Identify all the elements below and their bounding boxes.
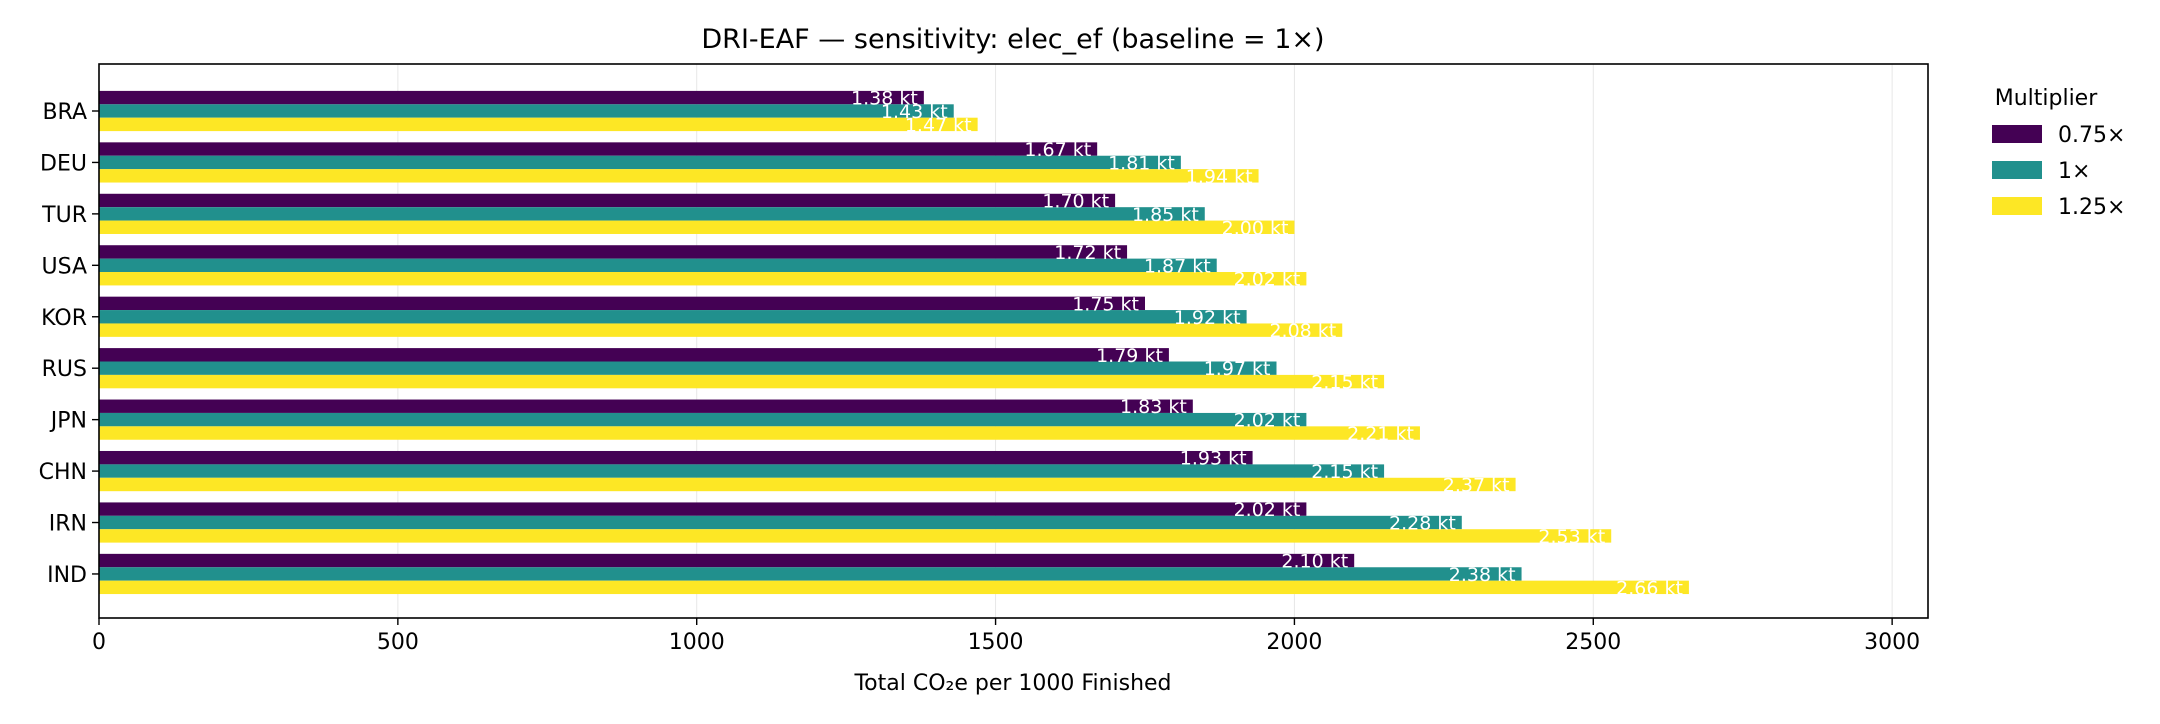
bar bbox=[99, 104, 954, 118]
y-tick-label: USA bbox=[41, 254, 87, 279]
bar-value-label: 1.94 kt bbox=[1186, 166, 1253, 188]
x-tick-label: 1000 bbox=[669, 630, 725, 655]
chart-title: DRI-EAF — sensitivity: elec_ef (baseline… bbox=[701, 24, 1324, 55]
x-axis-label: Total CO₂e per 1000 Finished bbox=[853, 671, 1171, 696]
bar bbox=[99, 567, 1522, 581]
bar-value-label: 2.10 kt bbox=[1281, 551, 1348, 573]
bar-value-label: 1.85 kt bbox=[1132, 204, 1199, 226]
bar-value-label: 1.75 kt bbox=[1072, 293, 1139, 315]
bar-value-label: 2.21 kt bbox=[1347, 423, 1414, 445]
bar bbox=[99, 477, 1516, 492]
bar-value-label: 2.28 kt bbox=[1389, 513, 1456, 535]
bar-value-label: 2.08 kt bbox=[1269, 320, 1336, 342]
bar-value-label: 1.70 kt bbox=[1042, 190, 1109, 212]
bar bbox=[99, 310, 1247, 324]
x-axis: 0 500 1000 1500 2000 2500 3000 bbox=[92, 618, 1920, 655]
bars bbox=[99, 90, 1689, 595]
bar-value-label: 1.92 kt bbox=[1174, 307, 1241, 329]
plot-frame bbox=[98, 63, 1929, 619]
bar bbox=[99, 207, 1205, 221]
x-tick-label: 2500 bbox=[1565, 630, 1621, 655]
y-tick-label: CHN bbox=[39, 460, 87, 485]
y-tick-label: IRN bbox=[49, 512, 87, 537]
legend-swatch bbox=[1992, 125, 2042, 143]
data-labels: 1.38 kt1.43 kt1.47 kt 1.67 kt 1.81 kt 1.94 … bbox=[851, 88, 1683, 600]
bar bbox=[99, 348, 1169, 362]
y-tick-label: JPN bbox=[49, 409, 87, 434]
bar-value-label: 1.43 kt bbox=[881, 101, 948, 123]
bar-value-label: 1.72 kt bbox=[1054, 242, 1121, 264]
legend-swatch bbox=[1992, 197, 2042, 215]
bar bbox=[99, 220, 1295, 234]
y-tick-label: KOR bbox=[41, 306, 87, 331]
y-tick-label: DEU bbox=[40, 151, 87, 176]
bar bbox=[99, 90, 924, 105]
bar-value-label: 2.02 kt bbox=[1234, 410, 1301, 432]
bar bbox=[99, 272, 1307, 286]
bar-value-label: 2.15 kt bbox=[1311, 372, 1378, 394]
bar bbox=[99, 580, 1689, 595]
bar bbox=[99, 169, 1259, 183]
bar bbox=[99, 296, 1145, 311]
y-tick-label: BRA bbox=[42, 100, 87, 125]
legend-title: Multiplier bbox=[1995, 86, 2099, 111]
bar-value-label: 2.53 kt bbox=[1538, 526, 1605, 548]
bar bbox=[99, 553, 1355, 568]
bar bbox=[99, 117, 978, 132]
bar-value-label: 2.00 kt bbox=[1222, 217, 1289, 239]
bar bbox=[99, 142, 1098, 156]
bar-value-label: 1.67 kt bbox=[1024, 139, 1091, 161]
bar-value-label: 1.87 kt bbox=[1144, 255, 1211, 277]
bar-value-label: 2.66 kt bbox=[1616, 577, 1683, 599]
bar bbox=[99, 155, 1181, 170]
x-tick-label: 0 bbox=[92, 630, 106, 655]
bar bbox=[99, 193, 1116, 208]
bar bbox=[99, 426, 1420, 440]
y-tick-label: RUS bbox=[42, 357, 87, 382]
bar bbox=[99, 515, 1462, 530]
legend-label: 0.75× bbox=[2058, 123, 2125, 148]
bar-value-label: 1.93 kt bbox=[1180, 448, 1247, 470]
bar bbox=[99, 529, 1612, 543]
bar bbox=[99, 361, 1277, 375]
bar bbox=[99, 502, 1307, 516]
bar bbox=[99, 323, 1343, 337]
bar-value-label: 1.79 kt bbox=[1096, 345, 1163, 367]
bar-value-label: 2.38 kt bbox=[1449, 564, 1516, 586]
legend-label: 1.25× bbox=[2058, 195, 2125, 220]
bar-value-label: 2.15 kt bbox=[1311, 461, 1378, 483]
x-tick-label: 3000 bbox=[1864, 630, 1920, 655]
bar bbox=[99, 374, 1385, 389]
legend-label: 1× bbox=[2058, 159, 2090, 184]
bar bbox=[99, 464, 1385, 478]
bar-value-label: 1.47 kt bbox=[905, 114, 972, 136]
legend: Multiplier 0.75× 1× 1.25× bbox=[1992, 86, 2125, 220]
bar-value-label: 2.37 kt bbox=[1443, 474, 1510, 496]
legend-swatch bbox=[1992, 161, 2042, 179]
bar bbox=[99, 399, 1193, 413]
y-tick-label: TUR bbox=[41, 203, 87, 228]
y-tick-label: IND bbox=[47, 563, 87, 588]
bar-value-label: 1.81 kt bbox=[1108, 152, 1175, 174]
y-axis: BRA DEU TUR USA KOR RUS JPN CHN IRN IND bbox=[39, 100, 99, 588]
bar bbox=[99, 245, 1128, 259]
bar-value-label: 2.02 kt bbox=[1234, 499, 1301, 521]
x-tick-label: 1500 bbox=[968, 630, 1024, 655]
bar-value-label: 1.83 kt bbox=[1120, 396, 1187, 418]
bar-value-label: 2.02 kt bbox=[1234, 269, 1301, 291]
bar bbox=[99, 258, 1217, 273]
bar-value-label: 1.97 kt bbox=[1204, 358, 1271, 380]
bar bbox=[99, 412, 1307, 427]
x-tick-label: 2000 bbox=[1266, 630, 1322, 655]
bar-value-label: 1.38 kt bbox=[851, 88, 918, 110]
x-tick-label: 500 bbox=[377, 630, 419, 655]
bar bbox=[99, 450, 1253, 465]
